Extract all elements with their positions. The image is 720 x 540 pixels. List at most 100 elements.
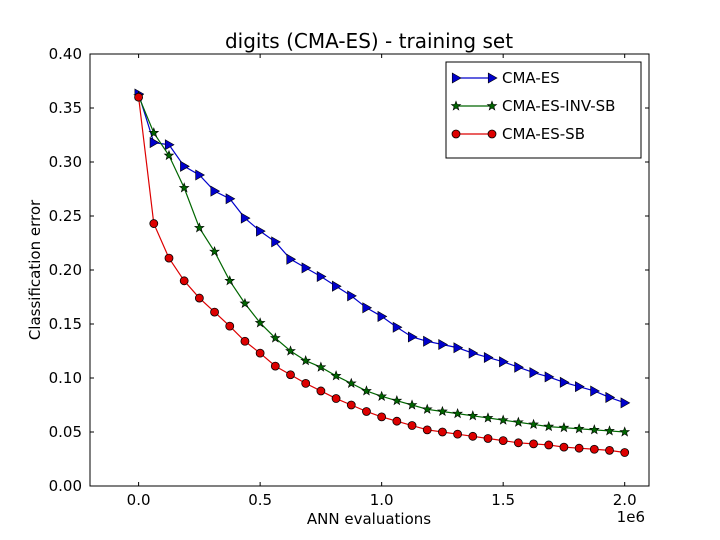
- legend-marker: [487, 72, 498, 84]
- data-point: [529, 367, 540, 379]
- y-axis-label: Classification error: [26, 199, 44, 340]
- data-point: [301, 262, 312, 274]
- data-point: [286, 370, 295, 380]
- data-point: [423, 335, 433, 347]
- data-point: [316, 270, 327, 282]
- data-point: [345, 377, 357, 388]
- data-point: [331, 394, 341, 403]
- data-point: [149, 219, 159, 228]
- data-point: [468, 347, 479, 359]
- data-point: [193, 222, 205, 233]
- data-point: [575, 381, 585, 393]
- data-point: [134, 92, 144, 102]
- data-point: [620, 448, 630, 457]
- data-point: [255, 348, 265, 358]
- legend-item: CMA-ES-SB: [451, 125, 585, 143]
- data-point: [543, 420, 555, 432]
- data-point: [483, 434, 493, 443]
- data-point: [514, 361, 524, 373]
- data-point: [347, 290, 357, 302]
- data-point: [225, 321, 235, 331]
- data-point: [406, 399, 418, 410]
- series-layer: [133, 88, 631, 457]
- data-point: [437, 405, 448, 417]
- data-point: [482, 412, 494, 423]
- data-point: [301, 378, 311, 388]
- data-point: [483, 351, 494, 363]
- data-point: [452, 407, 463, 419]
- data-point: [256, 225, 266, 237]
- data-point: [164, 139, 175, 151]
- data-point: [559, 442, 569, 452]
- data-point: [149, 137, 160, 149]
- data-point: [605, 391, 616, 403]
- data-point: [210, 307, 219, 317]
- series-cma-es: [134, 88, 631, 409]
- data-point: [195, 169, 205, 181]
- y-tick-label: 0.00: [49, 477, 82, 495]
- legend-label: CMA-ES-SB: [502, 125, 585, 143]
- x-tick-label: 0.5: [248, 491, 272, 509]
- legend-item: CMA-ES-INV-SB: [450, 97, 615, 115]
- data-point: [544, 440, 554, 450]
- data-point: [573, 423, 585, 434]
- y-axis: 0.00 0.05 0.10 0.15 0.20 0.25 0.30 0.35 0.40: [49, 45, 649, 495]
- data-point: [497, 414, 509, 425]
- data-point: [163, 149, 175, 161]
- data-point: [240, 336, 250, 346]
- data-point: [179, 276, 189, 286]
- data-point: [467, 410, 479, 421]
- x-tick-label: 2.0: [613, 491, 637, 509]
- data-point: [559, 376, 570, 388]
- data-point: [362, 407, 371, 416]
- data-point: [148, 127, 160, 138]
- data-point: [438, 427, 447, 437]
- data-point: [438, 339, 449, 351]
- y-tick-label: 0.20: [49, 261, 82, 279]
- data-point: [377, 310, 388, 322]
- data-point: [392, 416, 402, 426]
- data-point: [605, 445, 614, 455]
- data-point: [604, 425, 615, 436]
- data-point: [270, 361, 280, 371]
- data-point: [574, 443, 584, 453]
- data-point: [362, 302, 373, 314]
- legend-label: CMA-ES-INV-SB: [502, 97, 615, 115]
- data-point: [529, 439, 538, 449]
- data-point: [558, 422, 570, 433]
- data-point: [194, 293, 204, 303]
- data-point: [178, 182, 190, 193]
- y-tick-label: 0.25: [49, 207, 82, 225]
- data-point: [528, 418, 539, 430]
- data-point: [330, 370, 342, 381]
- y-tick-label: 0.05: [49, 423, 82, 441]
- data-point: [285, 345, 296, 356]
- data-point: [377, 412, 387, 422]
- legend-marker: [450, 100, 462, 111]
- y-tick-label: 0.40: [49, 45, 82, 63]
- x-tick-label: 0.0: [127, 491, 151, 509]
- data-point: [498, 436, 508, 446]
- x-tick-label: 1.0: [370, 491, 394, 509]
- x-axis-offset-label: 1e6: [617, 508, 645, 526]
- data-point: [240, 212, 251, 224]
- data-point: [210, 185, 221, 197]
- data-point: [421, 403, 433, 414]
- data-point: [224, 275, 236, 286]
- data-point: [239, 297, 251, 309]
- legend-marker: [486, 100, 498, 111]
- data-point: [513, 438, 523, 448]
- data-point: [407, 331, 418, 343]
- data-point: [346, 400, 356, 410]
- data-point: [332, 280, 342, 292]
- data-point: [619, 426, 631, 437]
- legend-marker: [451, 72, 462, 84]
- data-point: [269, 332, 281, 343]
- data-point: [620, 397, 631, 409]
- data-point: [180, 160, 190, 172]
- data-point: [453, 429, 463, 439]
- data-point: [286, 253, 297, 265]
- data-point: [254, 317, 266, 328]
